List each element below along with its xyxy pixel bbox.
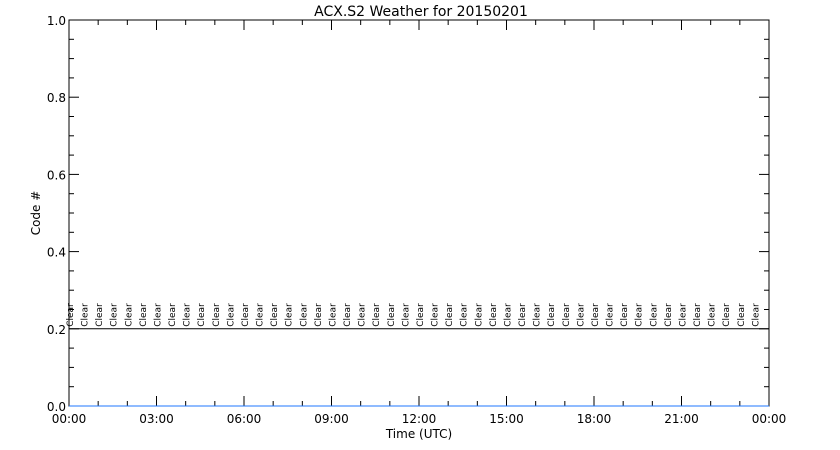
clear-annotation: Clear — [343, 303, 353, 327]
y-tick-label: 0.4 — [47, 246, 66, 260]
clear-annotation: Clear — [664, 303, 674, 327]
clear-annotation: Clear — [226, 303, 236, 327]
clear-annotation: Clear — [124, 303, 134, 327]
clear-annotation: Clear — [329, 303, 339, 327]
clear-annotation: Clear — [241, 303, 251, 327]
x-tick-label: 09:00 — [314, 412, 349, 426]
clear-annotation: Clear — [445, 303, 455, 327]
clear-annotation: Clear — [387, 303, 397, 327]
clear-annotation: Clear — [576, 303, 586, 327]
clear-annotation: Clear — [299, 303, 309, 327]
clear-annotation: Clear — [489, 303, 499, 327]
clear-annotation: Clear — [285, 303, 295, 327]
axes-group: 00:00 03:00 06:00 09:00 12:00 15:00 18:00 21:00… — [47, 14, 786, 426]
series-group — [69, 328, 769, 407]
clear-annotation: Clear — [504, 303, 514, 327]
clear-annotation: Clear — [270, 303, 280, 327]
clear-annotation: Clear — [751, 303, 761, 327]
x-tick-label: 18:00 — [577, 412, 612, 426]
clear-annotation: Clear — [212, 303, 222, 327]
clear-annotation: Clear — [562, 303, 572, 327]
x-tick-label: 06:00 — [227, 412, 262, 426]
clear-annotation: Clear — [679, 303, 689, 327]
clear-annotation: Clear — [66, 303, 76, 327]
clear-annotation: Clear — [635, 303, 645, 327]
clear-annotation: Clear — [416, 303, 426, 327]
clear-annotation: Clear — [431, 303, 441, 327]
clear-annotation: Clear — [460, 303, 470, 327]
clear-annotation: Clear — [154, 303, 164, 327]
clear-annotation: Clear — [591, 303, 601, 327]
clear-annotation: Clear — [518, 303, 528, 327]
clear-annotation: Clear — [547, 303, 557, 327]
y-tick-label: 0.8 — [47, 91, 66, 105]
clear-annotation: Clear — [139, 303, 149, 327]
clear-annotation: Clear — [401, 303, 411, 327]
clear-annotation: Clear — [606, 303, 616, 327]
x-tick-label: 12:00 — [402, 412, 437, 426]
clear-annotation: Clear — [737, 303, 747, 327]
annotations-group: Clear Clear Clear Clear Clear Clear Clear Clear… — [66, 303, 761, 327]
x-tick-label: 03:00 — [139, 412, 174, 426]
clear-annotation: Clear — [314, 303, 324, 327]
x-tick-label: 21:00 — [664, 412, 699, 426]
clear-annotation: Clear — [649, 303, 659, 327]
clear-annotation: Clear — [197, 303, 207, 327]
clear-annotation: Clear — [256, 303, 266, 327]
plot-frame — [68, 19, 770, 407]
clear-annotation: Clear — [81, 303, 91, 327]
x-tick-label: 15:00 — [489, 412, 524, 426]
clear-annotation: Clear — [110, 303, 120, 327]
clear-annotation: Clear — [168, 303, 178, 327]
y-tick-label: 1.0 — [47, 14, 66, 28]
clear-annotation: Clear — [358, 303, 368, 327]
x-axis-label: Time (UTC) — [385, 427, 452, 441]
clear-annotation: Clear — [533, 303, 543, 327]
x-tick-label: 00:00 — [752, 412, 787, 426]
x-tick-label: 00:00 — [52, 412, 87, 426]
clear-annotation: Clear — [708, 303, 718, 327]
clear-annotation: Clear — [183, 303, 193, 327]
y-tick-label: 0.6 — [47, 168, 66, 182]
y-tick-label: 0.2 — [47, 323, 66, 337]
chart-title: ACX.S2 Weather for 20150201 — [314, 4, 528, 20]
clear-annotation: Clear — [95, 303, 105, 327]
clear-annotation: Clear — [474, 303, 484, 327]
y-tick-label: 0.0 — [47, 400, 66, 414]
clear-annotation: Clear — [693, 303, 703, 327]
clear-annotation: Clear — [620, 303, 630, 327]
clear-annotation: Clear — [372, 303, 382, 327]
clear-annotation: Clear — [722, 303, 732, 327]
y-axis-label: Code # — [29, 191, 43, 236]
